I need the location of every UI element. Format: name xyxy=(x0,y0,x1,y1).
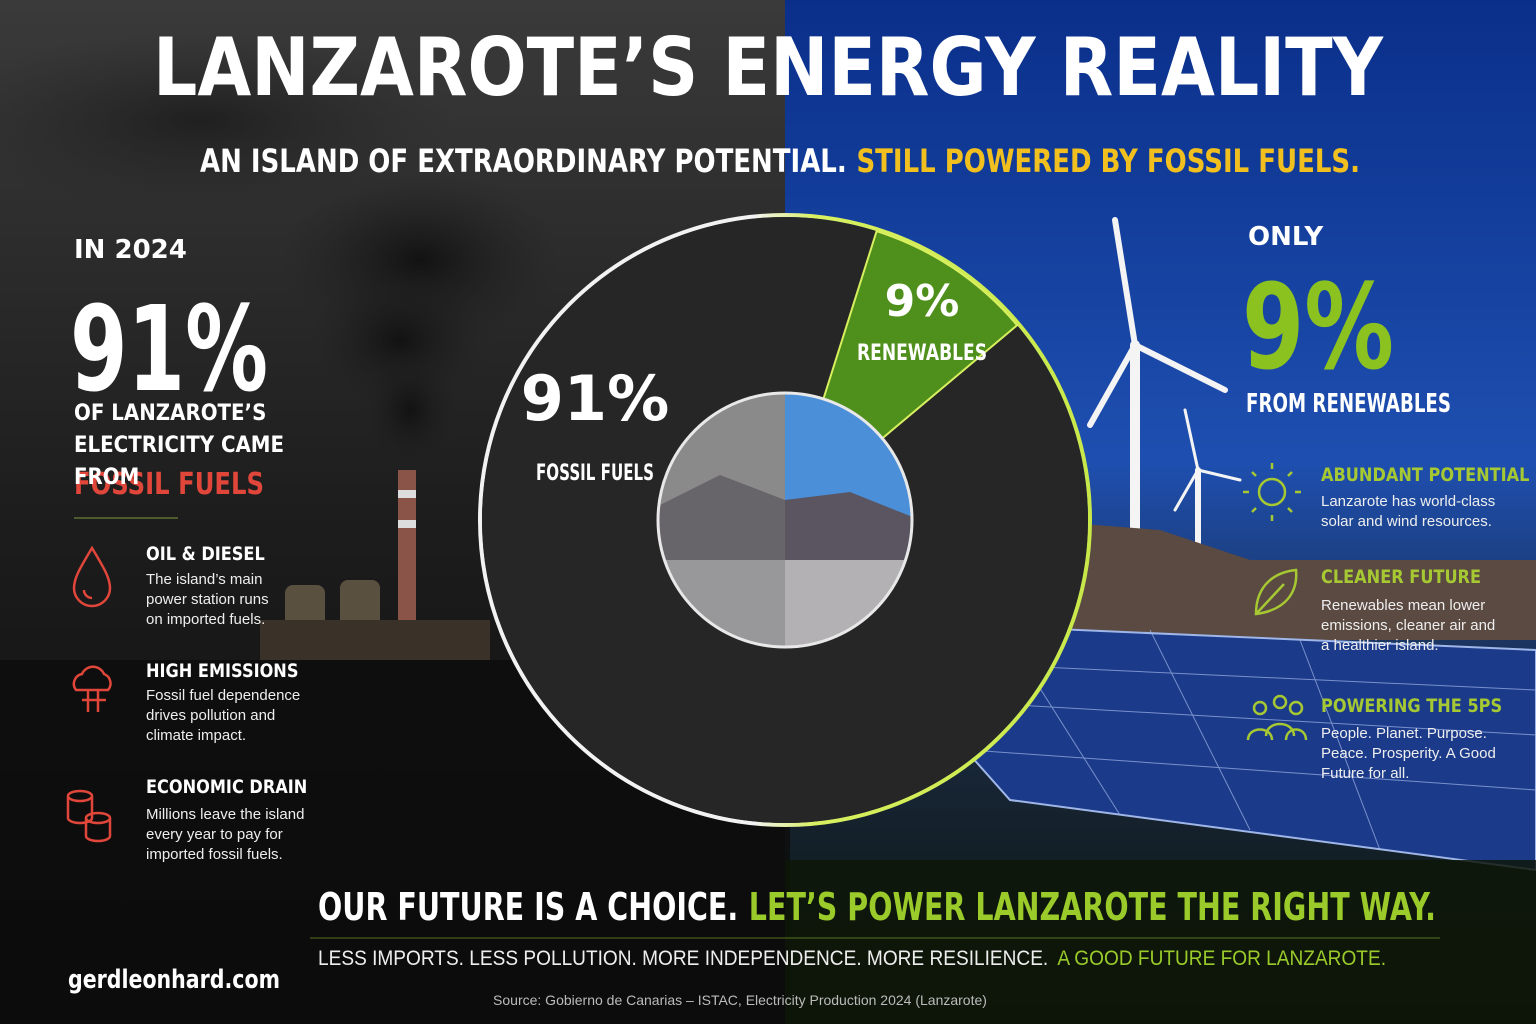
item-text: Renewables mean lower emissions, cleaner… xyxy=(1321,597,1496,654)
slice-value-label: 91% xyxy=(521,362,669,435)
ground xyxy=(785,860,1536,1024)
center-outline xyxy=(656,391,914,649)
left-icons xyxy=(66,545,112,843)
title: LANZAROTE’S ENERGY REALITY xyxy=(153,21,1384,114)
power-station xyxy=(260,470,490,660)
website: gerdleonhard.com xyxy=(68,965,280,995)
footer-headline: OUR FUTURE IS A CHOICE.LET’S POWER LANZA… xyxy=(318,885,1436,929)
item-text: Fossil fuel dependence drives pollution … xyxy=(146,687,301,744)
subtitle-part2: STILL POWERED BY FOSSIL FUELS. xyxy=(856,142,1360,180)
item-text: Lanzarote has world-class solar and wind… xyxy=(1321,493,1496,530)
slice-category-label: FOSSIL FUELS xyxy=(536,461,654,486)
footer-tagline: LESS IMPORTS. LESS POLLUTION. MORE INDEP… xyxy=(318,947,1386,970)
left-text: OF LANZAROTE’S ELECTRICITY CAME FROM xyxy=(74,401,285,490)
footer-headline2: LET’S POWER LANZAROTE THE RIGHT WAY. xyxy=(749,885,1436,929)
right-text: FROM RENEWABLES xyxy=(1246,389,1451,419)
item-text: People. Planet. Purpose. Peace. Prosperi… xyxy=(1321,725,1496,782)
slice-value-label: 9% xyxy=(885,276,960,327)
item-title: OIL & DIESEL xyxy=(146,543,265,565)
right-prefix: ONLY xyxy=(1248,222,1324,252)
item-title: POWERING THE 5PS xyxy=(1321,695,1503,717)
item-title: ECONOMIC DRAIN xyxy=(146,776,308,798)
slice-category-label: RENEWABLES xyxy=(857,341,987,366)
source: Source: Gobierno de Canarias – ISTAC, El… xyxy=(493,992,987,1008)
right-icons xyxy=(1243,463,1308,741)
footer-headline1: OUR FUTURE IS A CHOICE. xyxy=(318,885,738,929)
donut: 91% FOSSIL FUELS 9% RENEWABLES xyxy=(482,217,1088,823)
ring-outline xyxy=(478,213,1092,827)
item-title: HIGH EMISSIONS xyxy=(146,660,299,682)
year-label: IN 2024 xyxy=(74,235,187,265)
subtitle: AN ISLAND OF EXTRAORDINARY POTENTIAL.STI… xyxy=(200,142,1360,180)
left-highlight: FOSSIL FUELS xyxy=(74,467,264,502)
right-stat: 9% xyxy=(1242,258,1394,396)
item-text: Millions leave the island every year to … xyxy=(146,806,305,863)
item-title: CLEANER FUTURE xyxy=(1321,566,1482,588)
item-text: The island’s main power station runs on … xyxy=(146,571,269,628)
footer-tagline2: A GOOD FUTURE FOR LANZAROTE. xyxy=(1057,947,1386,970)
left-stat: 91% xyxy=(70,280,268,418)
smoke xyxy=(0,30,560,470)
slice xyxy=(482,217,1088,823)
subtitle-part1: AN ISLAND OF EXTRAORDINARY POTENTIAL. xyxy=(200,142,847,180)
item-title: ABUNDANT POTENTIAL xyxy=(1321,464,1530,486)
footer-tagline1: LESS IMPORTS. LESS POLLUTION. MORE INDEP… xyxy=(318,947,1048,970)
